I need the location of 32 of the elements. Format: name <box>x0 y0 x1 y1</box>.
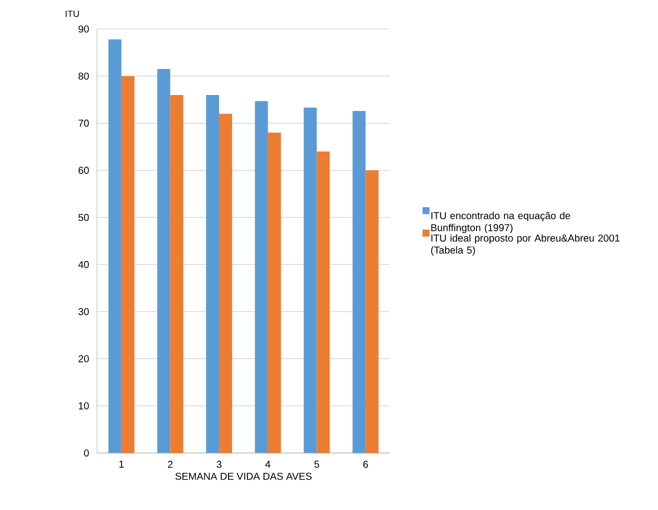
y-tick-label: 40 <box>78 261 89 268</box>
bar <box>316 151 330 453</box>
y-tick-label: 50 <box>78 214 89 221</box>
x-axis-title: SEMANA DE VIDA DAS AVES <box>175 472 312 480</box>
bar <box>254 101 268 453</box>
y-tick-label: 0 <box>84 449 89 457</box>
y-tick-label: 80 <box>78 72 89 80</box>
y-tick-label: 10 <box>78 402 89 410</box>
legend-label: ITU encontrado na equação de Bunffington (1997) <box>431 212 570 234</box>
y-axis-title: ITU <box>66 10 79 17</box>
bar <box>108 39 122 453</box>
bar <box>219 114 232 453</box>
x-tick-label: 4 <box>265 460 270 468</box>
bar <box>352 110 366 453</box>
y-tick-label: 30 <box>78 308 89 316</box>
bar <box>157 69 170 453</box>
x-tick-label: 1 <box>119 460 124 468</box>
bar <box>366 170 379 453</box>
y-tick-label: 70 <box>78 120 89 127</box>
y-tick-label: 20 <box>78 355 89 362</box>
x-tick-label: 5 <box>314 460 320 468</box>
bar <box>268 132 281 453</box>
legend-label: ITU ideal proposto por Abreu&Abreu 2001 (Tabela 5) <box>431 234 620 256</box>
x-tick-label: 6 <box>363 460 368 468</box>
x-tick-label: 3 <box>216 460 222 468</box>
bar <box>121 76 134 453</box>
bar <box>206 94 220 453</box>
y-tick-label: 90 <box>78 25 89 33</box>
bar <box>170 94 184 453</box>
y-tick-label: 60 <box>78 166 89 174</box>
x-tick-label: 2 <box>168 460 173 468</box>
bar <box>304 108 317 453</box>
